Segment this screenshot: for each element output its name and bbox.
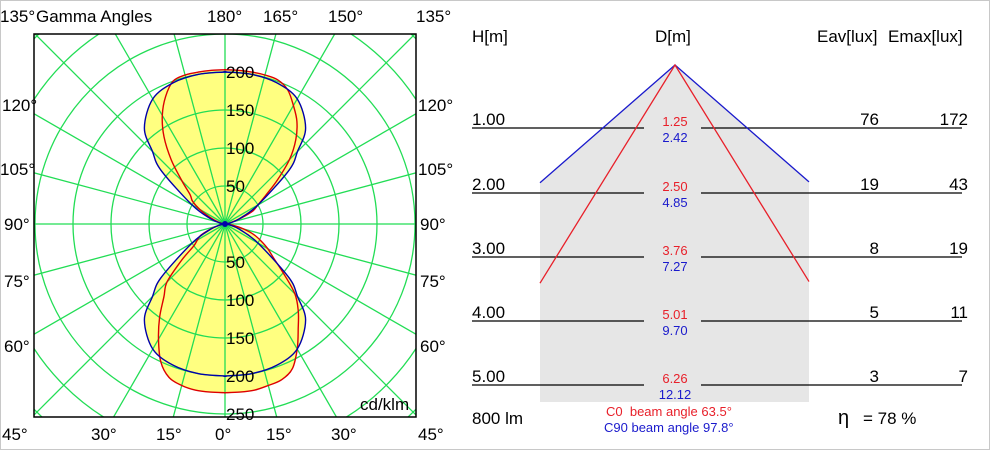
grid-ray: [34, 223, 226, 276]
grid-ray: [34, 223, 226, 336]
grid-ray: [34, 34, 226, 225]
grid-ray: [224, 112, 416, 225]
radial-tick-label: 100: [226, 139, 254, 158]
chart-title: Gamma Angles: [36, 7, 152, 26]
left-angle-label: 75°: [4, 272, 30, 291]
grid-ray: [224, 223, 416, 276]
polar-grid: [34, 34, 416, 417]
bottom-angle-label: 45°: [418, 425, 444, 444]
top-angle-label: 135°: [416, 7, 451, 26]
top-angle-label: 150°: [328, 7, 363, 26]
left-angle-label: 120°: [2, 96, 37, 115]
grid-ray: [34, 172, 226, 225]
left-angle-label: 105°: [0, 160, 35, 179]
top-angle-label: 135°: [0, 7, 35, 26]
right-angle-label: 90°: [420, 215, 446, 234]
radial-tick-label: 150: [226, 329, 254, 348]
bottom-angle-label: 15°: [266, 425, 292, 444]
origin-marker: [222, 221, 228, 227]
right-angle-label: 60°: [420, 337, 446, 356]
right-angle-label: 120°: [418, 96, 453, 115]
grid-ray: [224, 223, 416, 416]
bottom-angle-label: 30°: [91, 425, 117, 444]
top-angle-label: 180°: [207, 7, 242, 26]
grid-ray: [224, 34, 336, 225]
grid-ray: [224, 172, 416, 225]
radial-tick-label: 100: [226, 291, 254, 310]
left-angle-label: 90°: [4, 215, 30, 234]
radial-tick-label: 200: [226, 367, 254, 386]
radial-tick-labels: 50 50 100 100 150 150 200 200 250: [226, 63, 254, 424]
radial-tick-label: 50: [226, 177, 245, 196]
bottom-angle-label: 15°: [156, 425, 182, 444]
grid-ray: [224, 223, 338, 417]
bottom-angle-label: 0°: [215, 425, 231, 444]
grid-ray: [112, 223, 226, 417]
top-angle-label: 165°: [263, 7, 298, 26]
polar-curves: [143, 68, 307, 394]
right-angle-label: 105°: [418, 160, 453, 179]
grid-ray: [34, 112, 226, 225]
bottom-angle-label: 45°: [2, 425, 28, 444]
radial-tick-label: 50: [226, 253, 245, 272]
grid-ray: [114, 34, 226, 225]
bottom-angle-label: 30°: [331, 425, 357, 444]
c0-curve: [157, 68, 300, 394]
grid-ray: [224, 223, 278, 417]
grid-ray: [173, 34, 226, 225]
grid-ray: [224, 34, 416, 225]
right-angle-label: 75°: [420, 272, 446, 291]
polar-chart: 50 50 100 100 150 150 200 200 250 135° Gamma Ang…: [0, 7, 453, 444]
radial-tick-label: 150: [226, 101, 254, 120]
unit-label: cd/klm: [360, 395, 409, 414]
left-angle-label: 60°: [4, 337, 30, 356]
c90-curve: [143, 71, 307, 377]
polar-frame: [33, 33, 417, 418]
grid-ray: [172, 223, 226, 417]
grid-ray: [224, 223, 416, 336]
radial-tick-label: 200: [226, 63, 254, 82]
grid-ray: [224, 34, 277, 225]
radial-tick-label: 250: [226, 405, 254, 424]
